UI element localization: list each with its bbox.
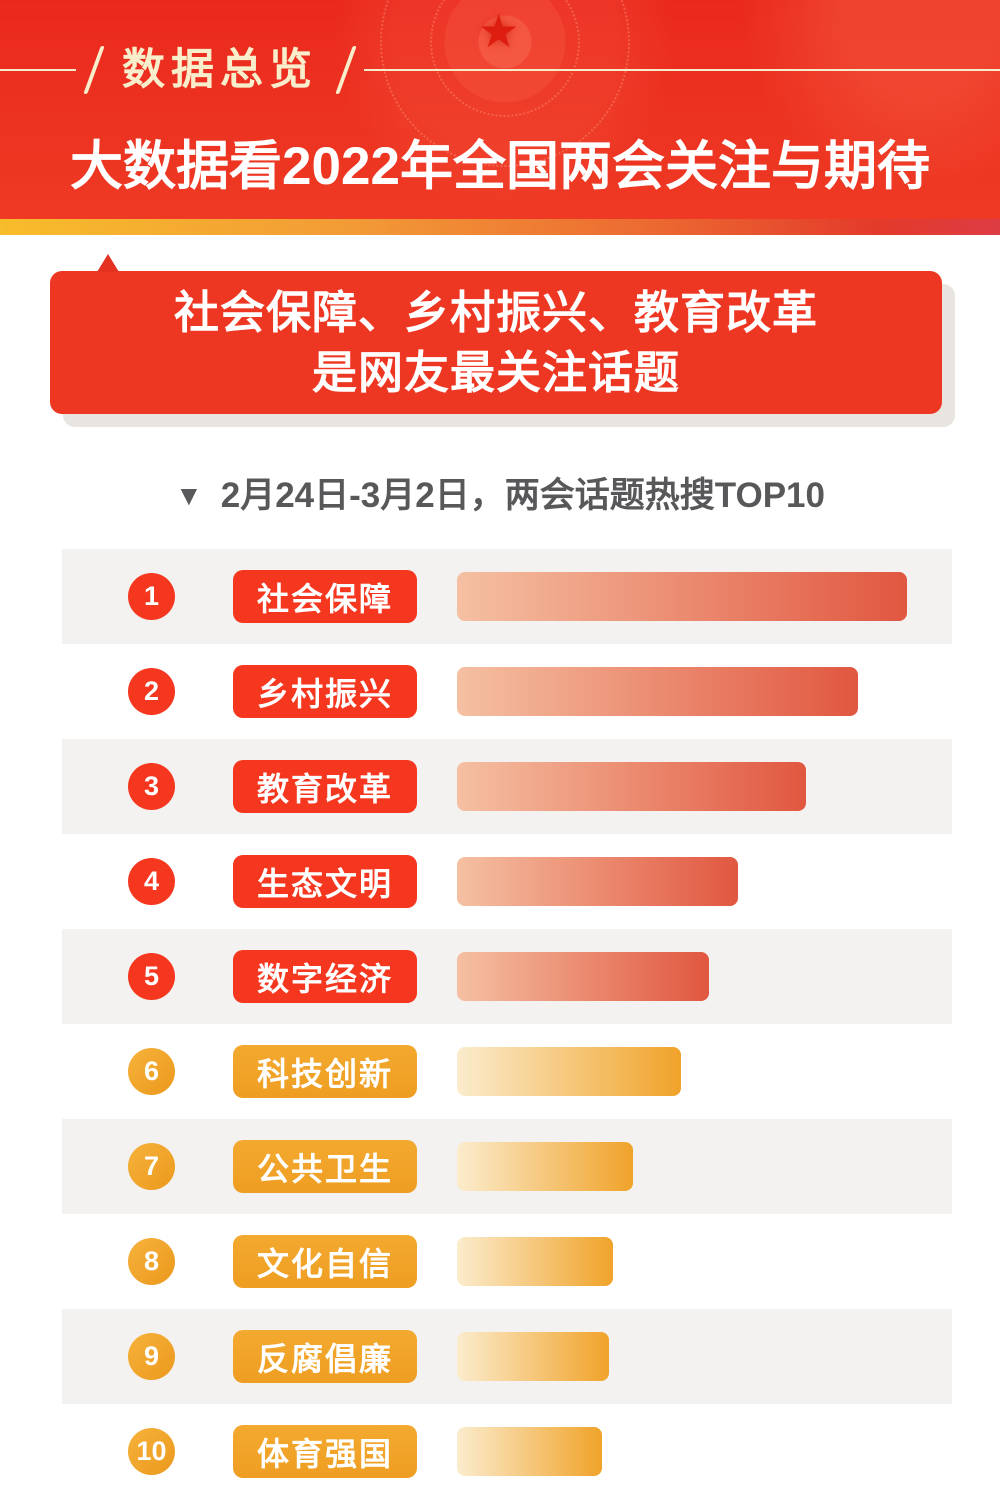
topic-label: 体育强国: [233, 1425, 417, 1478]
callout-line-2: 是网友最关注话题: [311, 346, 680, 398]
slash-icon: [335, 46, 357, 94]
topic-label: 数字经济: [233, 950, 417, 1003]
star-icon: ★: [478, 5, 520, 57]
rank-badge: 10: [128, 1428, 175, 1475]
topic-label: 科技创新: [233, 1045, 417, 1098]
topic-label: 生态文明: [233, 855, 417, 908]
topic-bar: [457, 1047, 681, 1096]
chart-title: ▼ 2月24日-3月2日，两会话题热搜TOP10: [0, 467, 1000, 518]
topic-bar: [457, 762, 806, 811]
section-tag: 数据总览: [122, 46, 318, 94]
topic-label: 反腐倡廉: [233, 1330, 417, 1383]
accent-strip: [0, 219, 1000, 235]
rank-badge: 8: [128, 1238, 175, 1285]
topic-row: 2 乡村振兴: [62, 644, 952, 739]
rank-badge: 1: [128, 573, 175, 620]
topic-label: 乡村振兴: [233, 665, 417, 718]
rank-badge: 2: [128, 668, 175, 715]
topic-row: 3 教育改革: [62, 739, 952, 834]
topic-bar: [457, 1427, 602, 1476]
slash-icon: [83, 46, 105, 94]
topic-row: 10 体育强国: [62, 1404, 952, 1499]
topic-row: 8 文化自信: [62, 1214, 952, 1309]
topic-bar: [457, 857, 738, 906]
section-tag-row: 数据总览: [0, 46, 1000, 94]
page-title: 大数据看2022年全国两会关注与期待: [70, 137, 930, 196]
topic-bar: [457, 1332, 609, 1381]
triangle-marker-icon: ▼: [175, 480, 203, 511]
tag-line-right: [364, 69, 1000, 71]
topic-bar: [457, 572, 907, 621]
topic-row: 7 公共卫生: [62, 1119, 952, 1214]
callout-line-1: 社会保障、乡村振兴、教育改革: [173, 286, 818, 338]
topic-row: 9 反腐倡廉: [62, 1309, 952, 1404]
topic-bar: [457, 1237, 613, 1286]
topic-label: 公共卫生: [233, 1140, 417, 1193]
rank-badge: 5: [128, 953, 175, 1000]
header-banner: ★ 数据总览 大数据看2022年全国两会关注与期待: [0, 0, 1000, 219]
topic-bar: [457, 952, 709, 1001]
rank-badge: 7: [128, 1143, 175, 1190]
topic-row: 4 生态文明: [62, 834, 952, 929]
top10-bar-chart: 1 社会保障 2 乡村振兴 3 教育改革 4 生态文明 5 数字经济 6 科技创…: [62, 549, 952, 1499]
topic-row: 1 社会保障: [62, 549, 952, 644]
rank-badge: 3: [128, 763, 175, 810]
tag-line-left: [0, 69, 76, 71]
chart-title-text: 2月24日-3月2日，两会话题热搜TOP10: [220, 476, 825, 515]
rank-badge: 9: [128, 1333, 175, 1380]
topic-label: 文化自信: [233, 1235, 417, 1288]
rank-badge: 4: [128, 858, 175, 905]
topic-label: 教育改革: [233, 760, 417, 813]
topic-bar: [457, 667, 858, 716]
rank-badge: 6: [128, 1048, 175, 1095]
topic-label: 社会保障: [233, 570, 417, 623]
topic-bar: [457, 1142, 633, 1191]
topic-row: 5 数字经济: [62, 929, 952, 1024]
callout-box: 社会保障、乡村振兴、教育改革 是网友最关注话题: [50, 254, 942, 414]
topic-row: 6 科技创新: [62, 1024, 952, 1119]
